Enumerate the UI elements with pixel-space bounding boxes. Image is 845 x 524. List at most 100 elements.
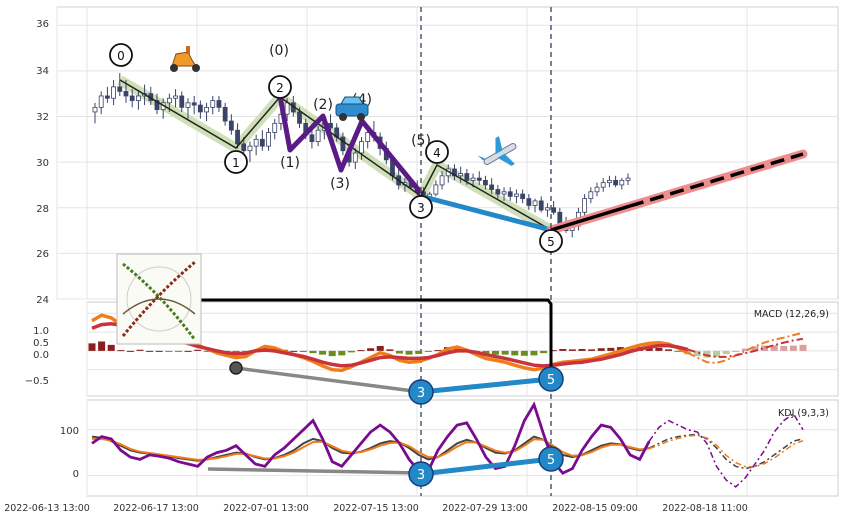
macd-bar (174, 350, 182, 352)
macd-bar (511, 350, 519, 356)
macd-bar (607, 347, 615, 351)
car-icon (335, 96, 369, 121)
kdj-divergence-blue (420, 456, 552, 477)
fibonacci-image (116, 253, 202, 345)
macd-bar (501, 350, 509, 355)
macd-bar (424, 350, 432, 352)
macd-y-tick: 1.0 (33, 326, 49, 337)
candle-body (439, 175, 445, 186)
x-axis: 2022-06-13 13:00 2022-06-17 13:00 2022-0… (4, 503, 748, 514)
paren-label-0: (0) (269, 43, 289, 59)
candle-body (204, 106, 209, 113)
candle-body (235, 129, 240, 145)
wave-line-blue (423, 194, 552, 233)
candle-body (588, 191, 594, 200)
macd-series-projection (687, 337, 804, 358)
x-tick: 2022-07-29 13:00 (442, 503, 528, 514)
macd-bar (674, 350, 682, 352)
macd-bar (751, 346, 759, 351)
macd-bar (328, 350, 336, 357)
macd-divergence-grey (235, 366, 422, 394)
candle-body (359, 141, 364, 154)
candle-body (557, 211, 563, 225)
wave-label-5-text: 5 (547, 235, 555, 249)
candle-body (495, 189, 501, 195)
macd-bar (98, 341, 106, 351)
candle-body (594, 186, 600, 193)
price-y-tick: 32 (36, 112, 49, 123)
candle-body (92, 106, 98, 113)
macd-bar (347, 350, 355, 353)
candle-body (210, 100, 216, 108)
candle-body (117, 86, 123, 92)
macd-bar (568, 349, 576, 351)
macd-bar (453, 347, 461, 351)
wave-label-5: 5 (539, 229, 563, 253)
wave-line-purple (277, 95, 423, 195)
macd-y-axis: 1.0 0.5 0.0 −0.5 (25, 326, 49, 387)
x-tick: 2022-06-13 13:00 (4, 503, 90, 514)
candle-body (154, 100, 160, 111)
x-tick: 2022-07-15 13:00 (333, 503, 419, 514)
macd-bar (549, 350, 557, 352)
macd-y-tick: 0.5 (33, 338, 49, 349)
macd-bar (415, 350, 423, 354)
macd-bar (722, 350, 730, 355)
candle-body (297, 111, 302, 124)
price-y-tick: 24 (36, 295, 49, 306)
candle-body (98, 95, 104, 108)
price-y-tick: 26 (36, 249, 49, 260)
macd-bar (434, 350, 442, 352)
macd-bar (492, 350, 500, 355)
candle-body (538, 200, 544, 211)
macd-divergence-blue (420, 376, 552, 395)
macd-bar (693, 350, 701, 357)
candle-body (309, 134, 315, 142)
macd-point-label-3: 3 (408, 379, 434, 405)
kdj-panel (86, 399, 839, 497)
wave-label-1-text: 1 (232, 156, 240, 170)
candle-body (266, 132, 271, 147)
kdj-title: KDJ (9,3,3) (778, 408, 829, 419)
candle-body (483, 179, 488, 186)
kdj-series-projection (649, 434, 804, 468)
macd-bar (88, 343, 96, 351)
wave-label-3: 3 (409, 195, 433, 219)
macd-series-projection (687, 331, 804, 364)
candle-body (600, 182, 606, 188)
macd-bar (780, 345, 788, 351)
macd-bar (203, 350, 211, 352)
projection-line-solid (550, 204, 631, 232)
macd-bar (126, 350, 134, 352)
wave-label-1: 1 (224, 150, 248, 174)
candle-body (470, 177, 476, 181)
macd-bar (395, 350, 403, 354)
candle-body (129, 95, 135, 101)
kdj-point-label-5-text: 5 (547, 453, 555, 468)
price-y-axis: 36 34 32 30 28 26 24 (36, 19, 49, 306)
macd-bar (616, 347, 624, 351)
x-tick: 2022-06-17 13:00 (113, 503, 199, 514)
candle-body (253, 138, 259, 147)
macd-bar (309, 350, 317, 354)
macd-bar (597, 348, 605, 351)
macd-bar (645, 347, 653, 351)
candle-body (458, 173, 464, 177)
candle-body (352, 152, 358, 163)
macd-bar (770, 345, 778, 351)
candle-body (228, 120, 234, 131)
kdj-series-projection (648, 433, 804, 470)
candle-body (476, 177, 482, 181)
kdj-y-axis: 100 0 (60, 426, 79, 480)
candle-body (501, 191, 507, 195)
macd-bar (299, 350, 307, 353)
candle-body (365, 132, 371, 142)
macd-bar (338, 350, 346, 356)
kdj-lines (91, 401, 804, 488)
candle-body (123, 91, 129, 97)
candle-body (247, 145, 253, 152)
scooter-icon (170, 46, 200, 72)
candle-body (259, 138, 265, 147)
